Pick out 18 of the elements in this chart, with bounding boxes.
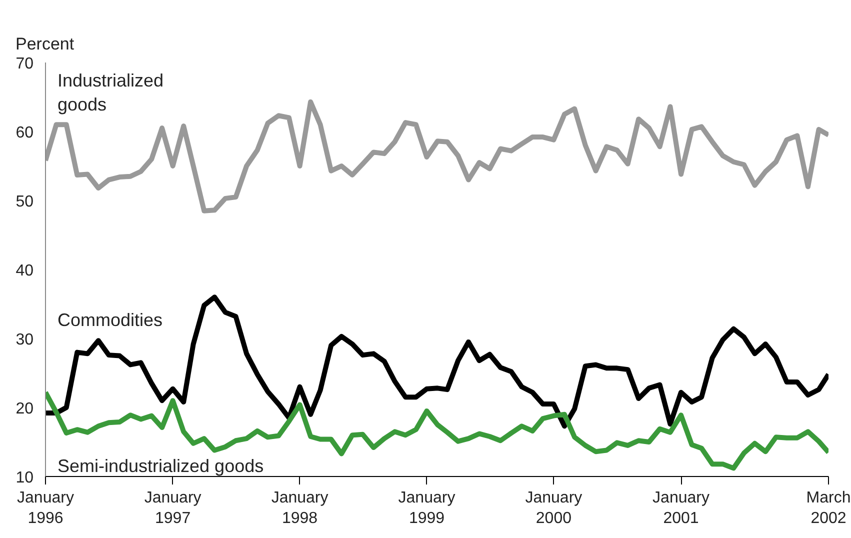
y-tick-label: 40 (16, 262, 34, 280)
y-tick-label: 10 (16, 470, 34, 486)
x-tick-label: January 1999 (398, 490, 456, 527)
y-axis-title: Percent (16, 34, 74, 54)
x-tick-label: March 2002 (806, 490, 851, 527)
series-label: Industrialized goods (58, 70, 164, 114)
series-label: Semi-industrialized goods (58, 456, 264, 476)
x-tick-label: January 2000 (525, 490, 582, 527)
y-tick-label: 50 (16, 194, 34, 210)
y-tick-label: 20 (16, 400, 34, 418)
y-tick-label: 70 (16, 56, 34, 72)
x-tick-label: January 1997 (144, 490, 202, 527)
y-tick-label: 30 (16, 332, 34, 348)
series-label: Commodities (58, 310, 163, 330)
y-tick-label: 60 (16, 124, 34, 142)
x-tick-label: January 2001 (652, 490, 710, 527)
x-tick-label: January 1996 (17, 490, 74, 527)
x-tick-label: January 1998 (271, 490, 328, 527)
